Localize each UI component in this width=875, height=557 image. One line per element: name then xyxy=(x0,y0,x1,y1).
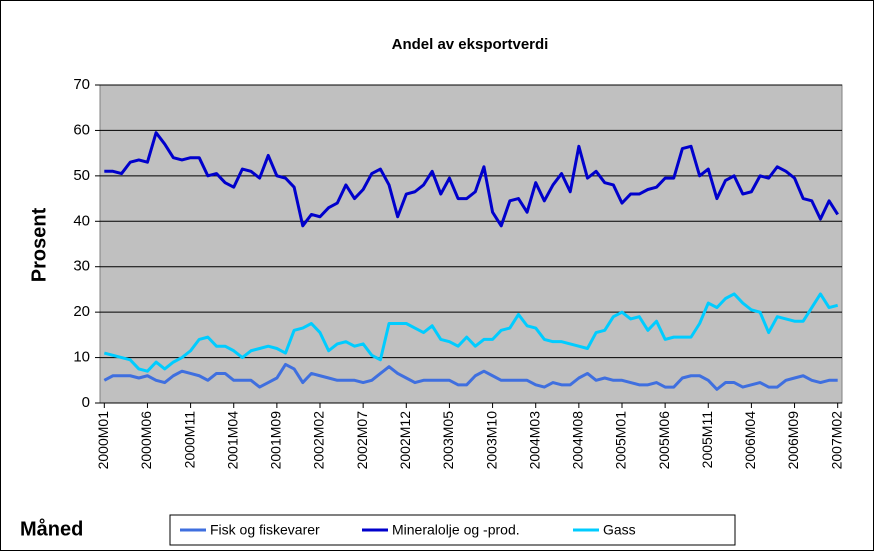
x-axis-label: Måned xyxy=(20,517,83,540)
series-line xyxy=(104,131,839,228)
chart-title: Andel av eksportverdi xyxy=(392,36,549,53)
y-tick-label: 10 xyxy=(73,349,90,366)
x-tick-label: 2001M04 xyxy=(224,411,240,470)
x-tick-label: 2006M09 xyxy=(785,411,801,470)
x-tick-label: 2000M06 xyxy=(138,411,154,470)
x-tick-label: 2004M08 xyxy=(570,411,586,470)
x-tick-label: 2005M06 xyxy=(656,411,672,470)
x-tick-label: 2004M03 xyxy=(526,411,542,470)
x-tick-label: 2006M04 xyxy=(742,411,758,470)
series-line xyxy=(103,362,838,391)
x-tick-label: 2000M11 xyxy=(181,411,197,469)
x-tick-label: 2003M10 xyxy=(483,411,499,470)
y-tick-label: 30 xyxy=(73,258,90,275)
x-tick-label: 2001M09 xyxy=(268,411,284,470)
legend xyxy=(169,514,736,546)
y-tick-label: 50 xyxy=(73,167,90,184)
y-tick-label: 40 xyxy=(73,212,90,229)
legend-label: Gass xyxy=(603,522,636,538)
plot-area xyxy=(99,84,843,404)
y-tick-label: 0 xyxy=(82,394,90,411)
x-tick-label: 2000M01 xyxy=(95,411,111,470)
x-tick-label: 2005M11 xyxy=(699,411,715,469)
y-tick-label: 20 xyxy=(73,303,90,320)
x-tick-label: 2002M12 xyxy=(397,411,413,470)
x-tick-label: 2007M02 xyxy=(828,411,844,470)
y-axis-label: Prosent xyxy=(28,207,50,282)
x-tick-label: 2002M07 xyxy=(354,411,370,470)
x-tick-label: 2003M05 xyxy=(440,411,456,470)
series-line xyxy=(103,292,839,373)
x-tick-label: 2005M01 xyxy=(613,411,629,470)
y-tick-label: 60 xyxy=(73,121,90,138)
y-tick-label: 70 xyxy=(73,76,90,93)
x-tick-label: 2002M02 xyxy=(311,411,327,470)
legend-label: Fisk og fiskevarer xyxy=(210,522,320,538)
legend-label: Mineralolje og -prod. xyxy=(392,522,520,538)
